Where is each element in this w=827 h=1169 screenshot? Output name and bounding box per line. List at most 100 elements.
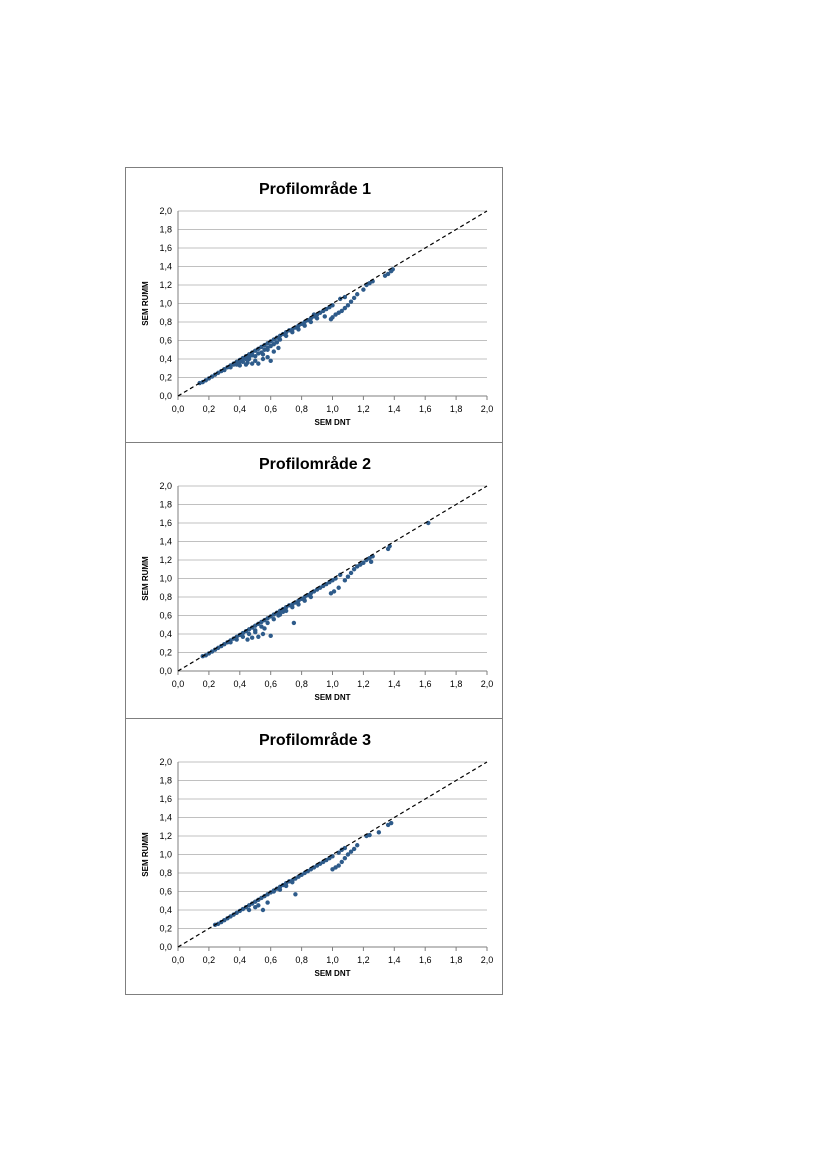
data-point xyxy=(385,271,391,277)
data-point xyxy=(283,883,289,889)
x-tick-label: 1,8 xyxy=(450,404,463,414)
y-tick-label: 1,0 xyxy=(159,299,172,309)
data-point xyxy=(331,589,337,594)
data-point xyxy=(256,634,261,639)
y-tick-label: 0,6 xyxy=(159,611,172,621)
data-point xyxy=(302,598,307,603)
y-tick-label: 1,4 xyxy=(159,262,172,272)
y-tick-label: 0,0 xyxy=(159,666,172,676)
y-tick-label: 1,8 xyxy=(159,500,172,510)
chart-title: Profilområde 3 xyxy=(259,731,371,749)
data-point xyxy=(345,303,351,308)
data-point xyxy=(296,602,301,607)
data-point xyxy=(276,613,281,618)
x-tick-label: 0,8 xyxy=(295,404,308,414)
x-tick-label: 0,6 xyxy=(264,679,277,689)
data-point xyxy=(361,287,366,292)
data-point xyxy=(246,354,252,360)
data-point xyxy=(260,907,266,913)
data-point xyxy=(336,863,341,868)
x-tick-label: 0,4 xyxy=(234,955,247,965)
x-tick-label: 1,8 xyxy=(450,679,463,689)
data-point xyxy=(348,299,354,304)
x-tick-label: 0,2 xyxy=(203,679,216,689)
y-tick-label: 2,0 xyxy=(159,206,172,216)
data-point xyxy=(246,631,252,637)
scatter-chart-1: Profilområde 1 0,0 0,2 0,4 0,6 0,8 1,0 1,2 1,4 1,… xyxy=(141,180,493,427)
data-point xyxy=(240,359,246,364)
data-point xyxy=(308,319,314,325)
data-point xyxy=(345,852,351,857)
y-tick-label: 2,0 xyxy=(159,757,172,767)
data-point xyxy=(342,856,348,861)
data-point xyxy=(348,570,354,576)
x-tick-label: 2,0 xyxy=(481,679,494,689)
data-point xyxy=(271,617,276,622)
data-point xyxy=(351,567,357,572)
data-point xyxy=(336,585,341,590)
y-tick-label: 0,6 xyxy=(159,336,172,346)
x-tick-label: 0,6 xyxy=(264,955,277,965)
x-tick-label: 0,4 xyxy=(234,404,247,414)
x-tick-label: 1,0 xyxy=(326,955,339,965)
data-point xyxy=(322,314,327,319)
data-point xyxy=(265,354,270,360)
data-point xyxy=(249,635,255,640)
y-tick-label: 1,8 xyxy=(159,776,172,786)
y-tick-label: 1,2 xyxy=(159,831,172,841)
chart-panel-1: Profilområde 1 0,0 0,2 0,4 0,6 0,8 1,0 1,2 1,4 1,… xyxy=(125,167,503,443)
y-tick-label: 0,4 xyxy=(159,905,172,915)
y-tick-label: 0,4 xyxy=(159,354,172,364)
x-axis-label: SEM DNT xyxy=(315,969,351,978)
data-point xyxy=(228,365,233,370)
data-point xyxy=(290,880,295,885)
x-tick-label: 1,4 xyxy=(388,404,401,414)
x-axis-label: SEM DNT xyxy=(315,418,351,427)
data-point xyxy=(228,640,233,645)
data-point xyxy=(246,907,252,913)
data-point xyxy=(342,305,348,311)
data-point xyxy=(265,900,270,905)
y-tick-label: 0,0 xyxy=(159,391,172,401)
data-point xyxy=(367,832,372,838)
data-point xyxy=(237,359,242,364)
x-tick-label: 0,0 xyxy=(172,955,185,965)
data-point xyxy=(339,859,344,865)
y-tick-label: 0,2 xyxy=(159,924,172,934)
chart-panel-3: Profilområde 3 0,0 0,2 0,4 0,6 0,8 1,0 1,2 1,4 1,… xyxy=(125,718,503,995)
x-tick-label: 1,2 xyxy=(357,404,370,414)
data-point xyxy=(268,358,273,364)
x-tick-label: 1,0 xyxy=(326,679,339,689)
data-point xyxy=(361,560,366,565)
y-tick-label: 0,6 xyxy=(159,887,172,897)
y-tick-label: 1,2 xyxy=(159,555,172,565)
chart-panel-2: Profilområde 2 0,0 0,2 0,4 0,6 0,8 1,0 1,2 1,4 1,… xyxy=(125,442,503,719)
x-tick-label: 1,4 xyxy=(388,955,401,965)
y-tick-label: 0,0 xyxy=(159,942,172,952)
x-tick-label: 0,6 xyxy=(264,404,277,414)
data-point xyxy=(234,637,239,642)
data-point xyxy=(290,604,295,610)
data-point xyxy=(342,294,348,300)
data-point xyxy=(345,574,351,579)
data-point xyxy=(256,903,261,908)
y-tick-label: 2,0 xyxy=(159,481,172,491)
data-point xyxy=(276,345,281,351)
y-tick-label: 0,2 xyxy=(159,648,172,658)
x-tick-label: 0,0 xyxy=(172,679,185,689)
x-tick-label: 1,2 xyxy=(357,679,370,689)
x-tick-label: 0,8 xyxy=(295,679,308,689)
data-point xyxy=(351,295,357,301)
data-point xyxy=(265,620,270,626)
data-point xyxy=(262,347,267,352)
x-tick-label: 1,4 xyxy=(388,679,401,689)
data-point xyxy=(389,820,394,826)
data-point xyxy=(256,351,261,356)
x-tick-label: 1,6 xyxy=(419,404,432,414)
data-point xyxy=(290,329,295,335)
x-tick-label: 0,2 xyxy=(203,404,216,414)
data-point xyxy=(280,609,286,614)
data-point xyxy=(262,626,267,631)
data-point xyxy=(283,333,289,339)
data-point xyxy=(302,323,307,328)
